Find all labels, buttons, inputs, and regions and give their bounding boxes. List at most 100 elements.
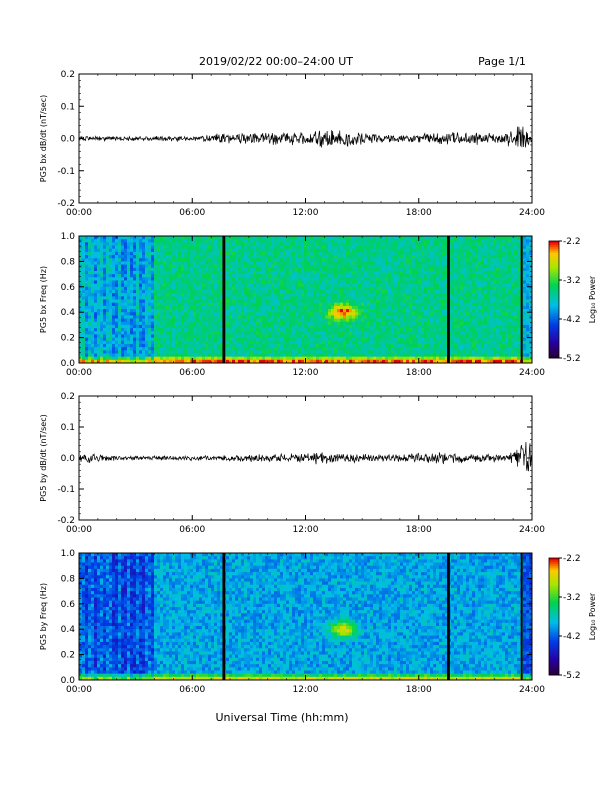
spectrogram-cell	[415, 248, 419, 253]
spectrogram-cell	[316, 270, 320, 275]
spectrogram-cell	[286, 293, 290, 297]
spectrogram-cell	[367, 340, 371, 345]
spectrogram-cell	[319, 255, 323, 259]
spectrogram-cell	[253, 267, 257, 272]
spectrogram-cell	[112, 350, 116, 354]
spectrogram-cell	[409, 328, 413, 332]
spectrogram-cell	[370, 286, 374, 291]
spectrogram-cell	[418, 350, 422, 354]
spectrogram-cell	[106, 347, 110, 351]
spectrogram-cell	[250, 280, 254, 285]
spectrogram-cell	[367, 302, 371, 307]
spectrogram-cell	[85, 328, 89, 332]
spectrogram-cell	[232, 356, 236, 361]
spectrogram-cell	[241, 312, 245, 316]
spectrogram-cell	[157, 236, 161, 240]
spectrogram-cell	[238, 261, 242, 265]
spectrogram-cell	[343, 280, 347, 285]
spectrogram-cell	[202, 343, 206, 348]
spectrogram-cell	[310, 245, 314, 250]
spectrogram-cell	[433, 255, 437, 259]
spectrogram-cell	[190, 321, 194, 326]
spectrogram-cell	[301, 270, 305, 275]
spectrogram-cell	[304, 242, 308, 246]
spectrogram-cell	[232, 255, 236, 259]
spectrogram-cell	[274, 255, 278, 259]
spectrogram-cell	[100, 251, 104, 256]
spectrogram-cell	[388, 264, 392, 269]
spectrogram-cell	[370, 328, 374, 332]
spectrogram-cell	[274, 239, 278, 243]
spectrogram-cell	[151, 318, 155, 323]
spectrogram-cell	[196, 356, 200, 361]
spectrogram-cell	[268, 264, 272, 269]
spectrogram-cell	[373, 324, 377, 329]
spectrogram-cell	[103, 305, 107, 310]
spectrogram-cell	[307, 321, 311, 326]
spectrogram-cell	[415, 242, 419, 246]
spectrogram-cell	[103, 315, 107, 319]
spectrogram-cell	[376, 302, 380, 307]
spectrogram-cell	[274, 267, 278, 272]
spectrogram-cell	[373, 270, 377, 275]
spectrogram-cell	[94, 334, 98, 338]
spectrogram-cell	[352, 293, 356, 297]
spectrogram-cell	[250, 245, 254, 250]
spectrogram-cell	[337, 328, 341, 332]
spectrogram-cell	[91, 328, 95, 332]
spectrogram-cell	[397, 305, 401, 310]
spectrogram-cell	[199, 280, 203, 285]
spectrogram-cell	[412, 343, 416, 348]
spectrogram-cell	[349, 248, 353, 253]
spectrogram-cell	[136, 321, 140, 326]
spectrogram-cell	[385, 258, 389, 262]
spectrogram-cell	[136, 286, 140, 291]
spectrogram-cell	[196, 343, 200, 348]
spectrogram-cell	[391, 302, 395, 307]
spectrogram-cell	[235, 261, 239, 265]
spectrogram-cell	[181, 251, 185, 256]
spectrogram-cell	[184, 359, 188, 364]
spectrogram-cell	[304, 324, 308, 329]
spectrogram-cell	[178, 305, 182, 310]
spectrogram-cell	[109, 340, 113, 345]
spectrogram-cell	[91, 261, 95, 265]
spectrogram-cell	[268, 309, 272, 313]
spectrogram-cell	[328, 270, 332, 275]
spectrogram-cell	[214, 242, 218, 246]
spectrogram-cell	[217, 340, 221, 345]
spectrogram-cell	[421, 296, 425, 300]
spectrogram-cell	[229, 321, 233, 326]
spectrogram-cell	[373, 277, 377, 281]
spectrogram-cell	[163, 324, 167, 329]
spectrogram-cell	[307, 353, 311, 358]
spectrogram-cell	[178, 328, 182, 332]
spectrogram-cell	[322, 261, 326, 265]
spectrogram-cell	[340, 305, 344, 310]
spectrogram-cell	[325, 312, 329, 316]
spectrogram-cell	[184, 309, 188, 313]
spectrogram-cell	[232, 242, 236, 246]
spectrogram-cell	[259, 248, 263, 253]
spectrogram-cell	[124, 324, 128, 329]
spectrogram-cell	[145, 324, 149, 329]
spectrogram-cell	[226, 274, 230, 278]
spectrogram-cell	[193, 356, 197, 361]
spectrogram-cell	[106, 356, 110, 361]
spectrogram-cell	[175, 251, 179, 256]
spectrogram-cell	[250, 236, 254, 240]
spectrogram-cell	[361, 315, 365, 319]
spectrogram-cell	[109, 258, 113, 262]
spectrogram-cell	[88, 274, 92, 278]
spectrogram-cell	[247, 251, 251, 256]
spectrogram-cell	[229, 328, 233, 332]
spectrogram-cell	[304, 309, 308, 313]
spectrogram-cell	[154, 286, 158, 291]
spectrogram-cell	[340, 270, 344, 275]
spectrogram-cell	[391, 340, 395, 345]
spectrogram-cell	[391, 331, 395, 335]
spectrogram-cell	[376, 251, 380, 256]
spectrogram-cell	[211, 267, 215, 272]
spectrogram-cell	[427, 312, 431, 316]
spectrogram-cell	[394, 289, 398, 294]
